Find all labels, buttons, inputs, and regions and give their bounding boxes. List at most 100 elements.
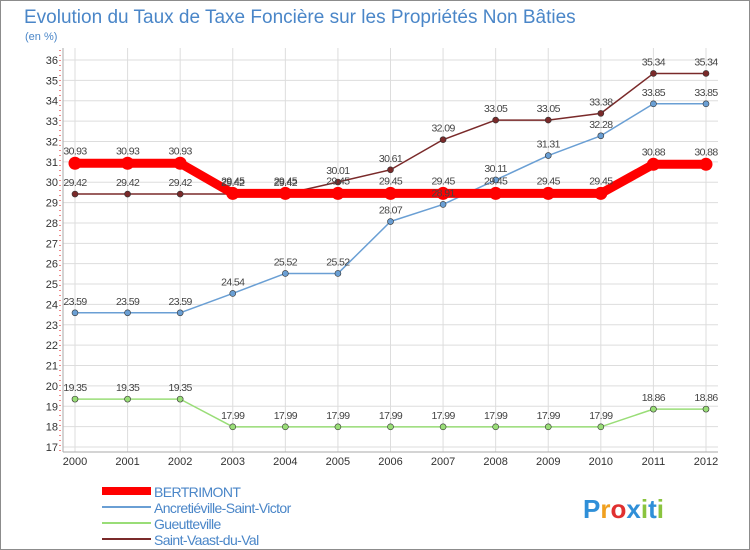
x-tick-label: 2004 <box>273 456 297 468</box>
data-label-ancretieville-saint-victor: 25.52 <box>326 256 350 268</box>
data-label-ancretieville-saint-victor: 31.31 <box>537 139 561 151</box>
data-label-saint-vaast-du-val: 35.34 <box>642 56 666 68</box>
y-tick-label: 34 <box>46 96 58 108</box>
data-point-bertrimont <box>331 186 345 200</box>
data-label-bertrimont: 30.88 <box>642 146 666 158</box>
y-tick-label: 21 <box>46 361 58 373</box>
data-label-bertrimont: 30.93 <box>116 145 140 157</box>
data-point-saint-vaast-du-val <box>492 116 499 124</box>
data-label-saint-vaast-du-val: 33.05 <box>484 103 508 115</box>
y-tick-label: 23 <box>46 320 58 332</box>
x-tick-label: 2012 <box>694 456 718 468</box>
data-point-ancretieville-saint-victor <box>124 309 131 317</box>
data-point-gueutteville <box>71 395 79 403</box>
data-label-bertrimont: 29.45 <box>484 175 508 187</box>
data-point-ancretieville-saint-victor <box>229 290 237 297</box>
data-label-saint-vaast-du-val: 32.09 <box>431 123 455 135</box>
data-point-ancretieville-saint-victor <box>544 152 552 159</box>
y-tick-label: 35 <box>46 75 58 87</box>
data-point-gueutteville <box>650 405 657 413</box>
data-label-ancretieville-saint-victor: 24.54 <box>221 276 245 288</box>
legend-label: Saint-Vaast-du-Val <box>154 532 259 548</box>
data-label-ancretieville-saint-victor: 23.59 <box>169 296 193 308</box>
y-tick-label: 28 <box>46 218 58 230</box>
data-point-ancretieville-saint-victor <box>387 218 394 225</box>
data-point-gueutteville <box>282 423 289 431</box>
y-tick-label: 32 <box>46 136 58 148</box>
data-point-saint-vaast-du-val <box>124 190 131 198</box>
y-tick-label: 19 <box>46 401 58 413</box>
data-point-gueutteville <box>334 423 342 431</box>
data-point-saint-vaast-du-val <box>650 70 657 77</box>
data-point-bertrimont <box>278 186 292 200</box>
data-label-gueutteville: 17.99 <box>431 410 455 422</box>
data-point-bertrimont <box>384 186 397 200</box>
data-point-bertrimont <box>121 156 135 170</box>
data-point-saint-vaast-du-val <box>544 116 552 124</box>
data-label-ancretieville-saint-victor: 28.91 <box>431 187 455 199</box>
data-point-bertrimont <box>699 157 713 171</box>
data-point-saint-vaast-du-val <box>702 70 710 77</box>
data-label-bertrimont: 29.45 <box>431 175 455 187</box>
data-label-gueutteville: 17.99 <box>589 410 613 422</box>
data-point-gueutteville <box>176 395 184 403</box>
data-label-saint-vaast-du-val: 30.61 <box>379 153 403 165</box>
data-label-ancretieville-saint-victor: 23.59 <box>63 296 87 308</box>
data-point-ancretieville-saint-victor <box>597 132 605 140</box>
data-point-gueutteville <box>439 423 447 431</box>
logo-letter: P <box>583 494 600 524</box>
proxiti-logo: Proxiti <box>583 494 664 524</box>
y-tick-label: 27 <box>46 238 58 250</box>
data-point-bertrimont <box>646 157 660 171</box>
logo-letter: i <box>657 494 664 524</box>
y-tick-label: 18 <box>46 422 58 434</box>
y-tick-label: 22 <box>46 340 58 352</box>
data-label-bertrimont: 29.45 <box>589 175 613 187</box>
x-tick-label: 2009 <box>536 456 560 468</box>
data-label-ancretieville-saint-victor: 28.07 <box>379 205 403 217</box>
y-tick-label: 25 <box>46 279 58 291</box>
data-point-saint-vaast-du-val <box>71 190 79 198</box>
data-label-gueutteville: 17.99 <box>221 410 245 422</box>
data-point-bertrimont <box>226 186 240 200</box>
data-label-gueutteville: 19.35 <box>116 382 140 394</box>
data-label-saint-vaast-du-val: 29.42 <box>274 177 298 189</box>
x-tick-label: 2003 <box>221 456 245 468</box>
x-tick-label: 2006 <box>378 456 402 468</box>
data-point-bertrimont <box>489 186 503 200</box>
data-point-saint-vaast-du-val <box>439 136 447 143</box>
data-label-ancretieville-saint-victor: 32.28 <box>589 119 613 131</box>
x-tick-label: 2000 <box>63 456 87 468</box>
data-label-ancretieville-saint-victor: 25.52 <box>274 256 298 268</box>
data-label-gueutteville: 17.99 <box>326 410 350 422</box>
logo-letter: x <box>626 494 641 524</box>
data-point-gueutteville <box>544 423 552 431</box>
data-point-bertrimont <box>173 156 187 170</box>
data-label-gueutteville: 17.99 <box>274 410 298 422</box>
data-label-ancretieville-saint-victor: 30.11 <box>484 163 507 175</box>
data-label-saint-vaast-du-val: 33.38 <box>589 96 613 108</box>
data-label-gueutteville: 17.99 <box>379 410 403 422</box>
y-tick-label: 33 <box>46 116 58 128</box>
data-label-bertrimont: 30.93 <box>169 145 193 157</box>
series-group <box>68 70 713 431</box>
y-tick-label: 26 <box>46 259 58 271</box>
data-label-gueutteville: 19.35 <box>169 382 193 394</box>
y-tick-label: 24 <box>46 299 58 311</box>
y-tick-label: 17 <box>46 442 58 454</box>
data-point-ancretieville-saint-victor <box>176 309 184 317</box>
logo-letter: t <box>648 494 657 524</box>
data-label-bertrimont: 29.45 <box>221 175 245 187</box>
data-point-saint-vaast-du-val <box>597 110 605 117</box>
x-tick-label: 2010 <box>589 456 613 468</box>
data-point-ancretieville-saint-victor <box>439 201 447 208</box>
data-point-ancretieville-saint-victor <box>492 176 499 184</box>
x-tick-label: 2007 <box>431 456 455 468</box>
data-point-ancretieville-saint-victor <box>650 100 657 108</box>
data-label-bertrimont: 29.45 <box>326 175 350 187</box>
data-label-saint-vaast-du-val: 29.42 <box>63 177 87 189</box>
data-point-gueutteville <box>229 423 237 431</box>
y-tick-label: 20 <box>46 381 58 393</box>
